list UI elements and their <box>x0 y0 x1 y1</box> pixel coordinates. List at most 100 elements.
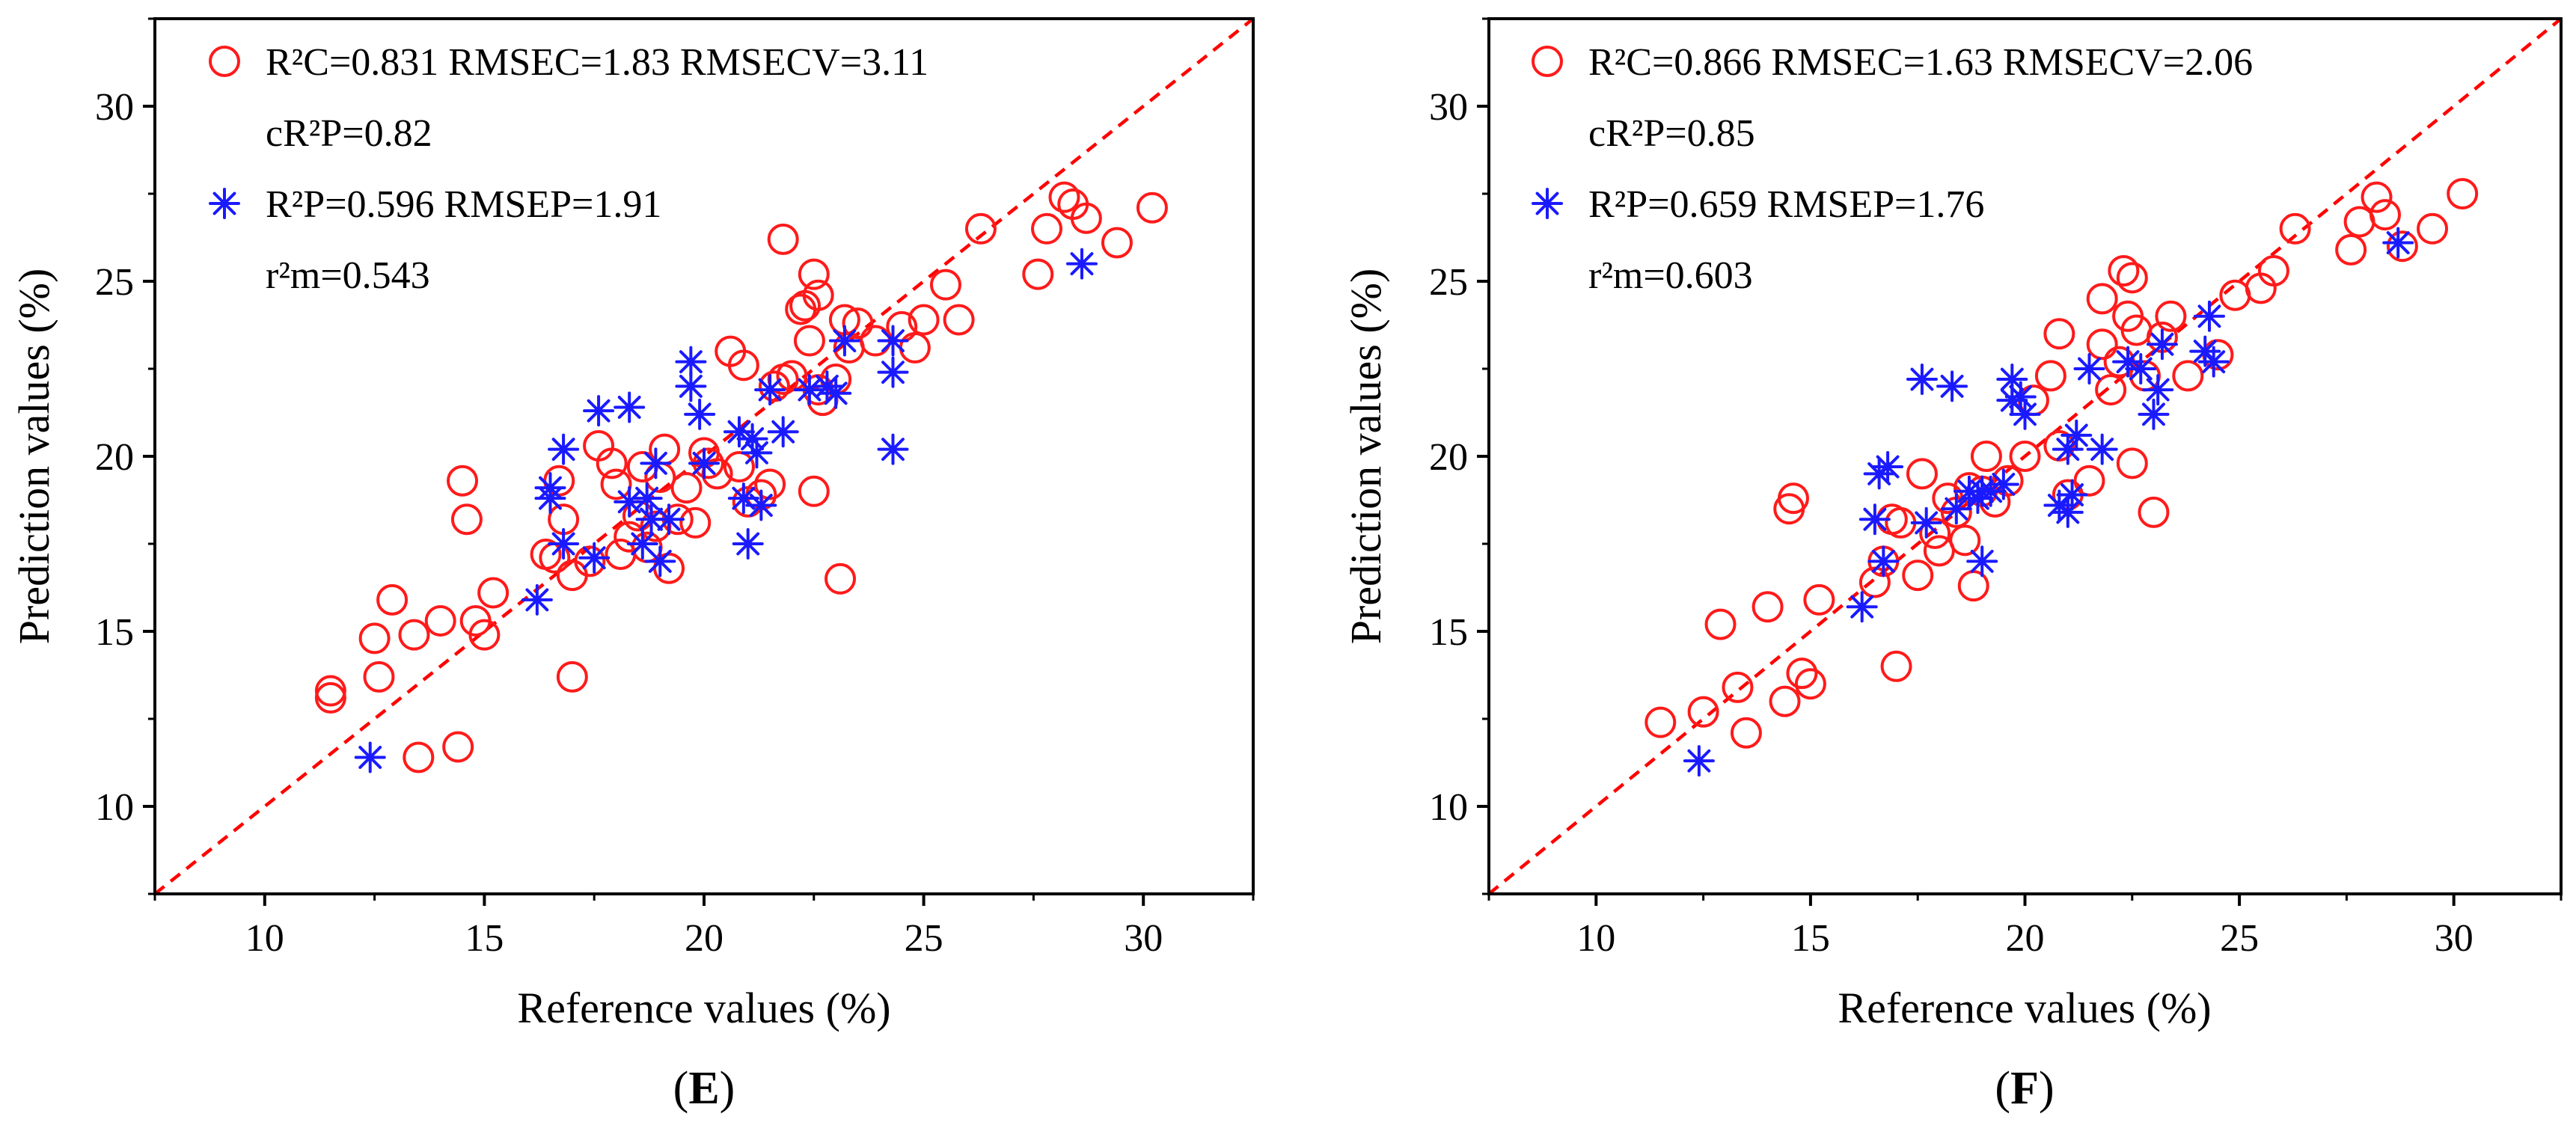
calibration-point <box>1022 258 1054 290</box>
calibration-point <box>1101 227 1133 259</box>
calibration-point <box>376 583 409 616</box>
calibration-point <box>1769 685 1801 717</box>
calibration-point <box>2361 181 2393 213</box>
calibration-point <box>2086 283 2118 315</box>
y-tick-label: 20 <box>95 436 134 479</box>
y-axis-label: Prediction values (%) <box>10 269 58 645</box>
legend-calibration-crp: cR²P=0.82 <box>266 112 432 155</box>
calibration-point <box>908 304 940 336</box>
prediction-point <box>521 583 553 616</box>
y-tick-label: 25 <box>1429 261 1468 304</box>
calibration-point <box>1794 668 1826 700</box>
prediction-point <box>548 433 580 465</box>
calibration-point <box>798 258 830 290</box>
prediction-point <box>2056 479 2088 511</box>
prediction-point <box>653 503 685 536</box>
calibration-point <box>596 447 628 479</box>
chart-panel-e: 10 15 20 25 30 10 15 20 25 30 R²C=0.831 RMSEC=1.8… <box>10 17 1255 1114</box>
prediction-point <box>2061 419 2093 451</box>
prediction-point <box>578 542 611 574</box>
calibration-point <box>1992 465 2024 497</box>
calibration-point <box>447 465 479 497</box>
prediction-point <box>534 482 566 515</box>
legend-circle-marker <box>1532 46 1563 77</box>
calibration-point <box>358 622 391 655</box>
calibration-point <box>1902 560 1934 592</box>
prediction-point <box>675 346 707 378</box>
calibration-point <box>798 475 830 507</box>
calibration-point <box>314 675 346 707</box>
calibration-point <box>824 563 857 595</box>
calibration-point <box>2279 212 2311 245</box>
calibration-point <box>767 223 799 255</box>
x-tick-label: 25 <box>905 917 943 960</box>
panel-label: (E) <box>673 1063 735 1114</box>
prediction-point <box>741 437 773 469</box>
calibration-point <box>363 661 395 693</box>
prediction-point <box>2138 398 2170 430</box>
axis-ticks: 10 15 20 25 30 10 15 20 25 30 <box>95 17 1255 960</box>
prediction-point <box>2086 433 2118 465</box>
prediction-point <box>354 741 386 773</box>
calibration-point <box>727 349 759 381</box>
prediction-point <box>1065 248 1098 280</box>
calibration-point <box>929 269 961 301</box>
prediction-point <box>1858 503 1891 536</box>
calibration-point <box>556 661 588 693</box>
calibration-point <box>442 731 474 763</box>
prediction-point <box>2197 346 2230 378</box>
prediction-point <box>754 374 786 406</box>
calibration-point <box>793 325 825 357</box>
calibration-point <box>723 451 755 483</box>
legend-calibration-stats: R²C=0.866 RMSEC=1.63 RMSECV=2.06 <box>1588 41 2253 84</box>
prediction-point <box>640 447 672 479</box>
prediction-point <box>684 398 716 430</box>
calibration-point <box>776 360 808 392</box>
y-tick-label: 15 <box>1429 611 1468 654</box>
legend-prediction-stats: R²P=0.596 RMSEP=1.91 <box>266 183 661 226</box>
y-tick-label: 15 <box>95 611 134 654</box>
y-tick-label: 30 <box>95 86 134 129</box>
calibration-point <box>842 307 874 340</box>
calibration-point <box>2116 447 2148 479</box>
identity-dashed-line <box>155 19 1253 894</box>
legend-circle-marker <box>209 46 240 77</box>
prediction-point <box>1996 364 2028 396</box>
prediction-point <box>2009 398 2041 430</box>
calibration-point <box>468 619 501 651</box>
calibration-point <box>1786 658 1818 690</box>
calibration-point <box>1923 535 1955 567</box>
calibration-point <box>964 212 997 245</box>
y-tick-label: 10 <box>95 786 134 829</box>
calibration-point <box>1645 706 1677 738</box>
prediction-point <box>877 433 909 465</box>
prediction-point <box>767 416 799 448</box>
calibration-point <box>2073 465 2105 497</box>
x-tick-label: 30 <box>2435 917 2473 960</box>
prediction-point <box>2125 353 2157 384</box>
calibration-point <box>1136 191 1168 224</box>
calibration-point <box>2417 212 2449 245</box>
prediction-point <box>614 391 646 423</box>
calibration-point <box>2219 279 2251 311</box>
identity-dashed-line <box>1489 19 2561 894</box>
calibration-point <box>1949 524 1981 557</box>
legend-asterisk <box>209 188 240 219</box>
calibration-point <box>477 577 510 609</box>
prediction-point <box>644 545 676 577</box>
x-tick-label: 20 <box>685 917 723 960</box>
prediction-point <box>828 325 860 357</box>
prediction-point <box>631 482 663 515</box>
x-tick-label: 25 <box>2220 917 2259 960</box>
prediction-point <box>745 489 777 521</box>
calibration-point <box>1906 458 1938 490</box>
calibration-point <box>574 545 606 577</box>
prediction-point <box>1846 591 1878 623</box>
prediction-point <box>2382 227 2414 259</box>
calibration-point <box>2043 318 2075 350</box>
prediction-markers <box>1683 227 2414 777</box>
x-tick-label: 15 <box>1791 917 1830 960</box>
calibration-point <box>314 681 346 714</box>
calibration-point <box>450 503 483 536</box>
